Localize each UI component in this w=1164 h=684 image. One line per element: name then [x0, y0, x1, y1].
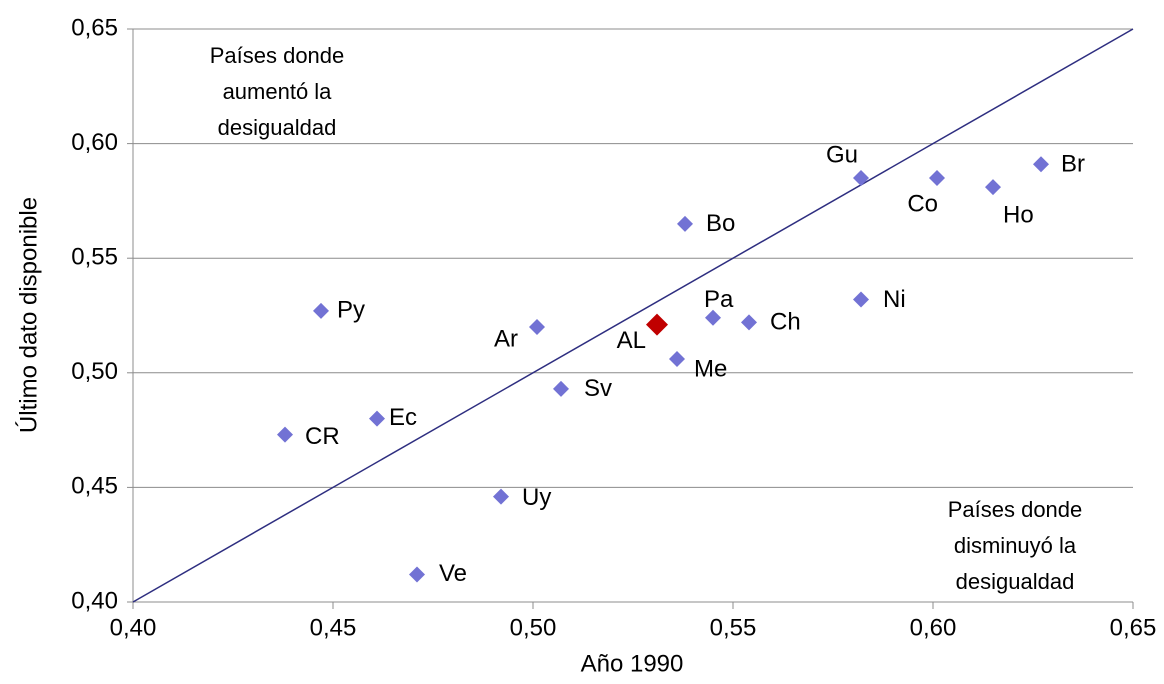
x-tick-label: 0,60 [910, 614, 957, 641]
x-tick-label: 0,50 [510, 614, 557, 641]
point-label: Ec [389, 404, 417, 431]
y-tick-label: 0,45 [71, 473, 118, 500]
point-label: Gu [826, 141, 858, 168]
x-axis-title: Año 1990 [581, 650, 684, 677]
point-label: Ni [883, 286, 906, 313]
y-tick-label: 0,60 [71, 129, 118, 156]
point-label: Me [694, 355, 727, 382]
x-tick-label: 0,55 [710, 614, 757, 641]
point-label: Pa [704, 286, 734, 313]
point [1033, 156, 1049, 173]
point [677, 215, 693, 232]
point-label: Br [1061, 151, 1085, 178]
x-tick-label: 0,65 [1110, 614, 1157, 641]
y-tick-label: 0,40 [71, 587, 118, 614]
annotation: aumentó la [223, 79, 333, 104]
point-label: Ho [1003, 201, 1034, 228]
y-tick-label: 0,65 [71, 14, 118, 41]
point [313, 302, 329, 319]
point [493, 488, 509, 505]
point-label: AL [617, 327, 646, 354]
annotation: disminuyó la [954, 533, 1077, 558]
y-tick-label: 0,50 [71, 358, 118, 385]
point [553, 380, 569, 397]
point [929, 169, 945, 186]
point [409, 566, 425, 583]
point [705, 309, 721, 326]
point-label: Py [337, 296, 365, 323]
y-axis-title: Último dato disponible [15, 197, 42, 433]
point-label: Uy [522, 484, 551, 511]
y-tick-label: 0,55 [71, 244, 118, 271]
point-label: Ar [494, 325, 518, 352]
x-tick-label: 0,40 [110, 614, 157, 641]
point-label: Bo [706, 210, 735, 237]
annotation: Países donde [210, 43, 345, 68]
point [853, 291, 869, 308]
point-label: Ve [439, 560, 467, 587]
reference-line [132, 28, 1134, 603]
annotation: desigualdad [218, 115, 337, 140]
point [277, 426, 293, 443]
point [529, 318, 545, 335]
x-tick-label: 0,45 [310, 614, 357, 641]
point-label: CR [305, 423, 340, 450]
point-label: Sv [584, 375, 612, 402]
point [741, 314, 757, 331]
point-label: Co [907, 190, 938, 217]
annotation: Países donde [948, 497, 1083, 522]
point [669, 351, 685, 368]
point [853, 169, 869, 186]
point-label: Ch [770, 309, 801, 336]
point [985, 179, 1001, 196]
annotation: desigualdad [956, 569, 1075, 594]
point [369, 410, 385, 427]
point [646, 313, 668, 336]
